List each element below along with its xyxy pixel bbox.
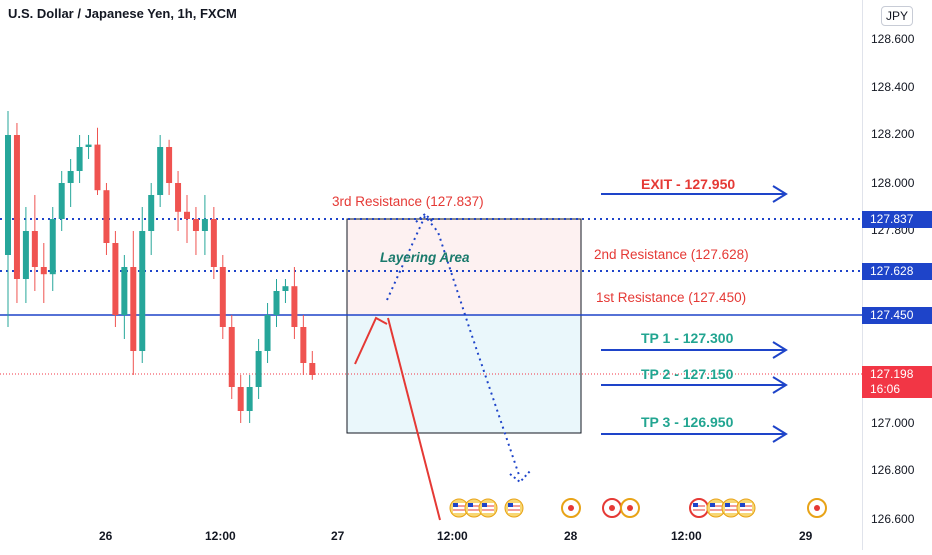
candle-body	[85, 144, 92, 147]
candle-body	[273, 291, 280, 315]
candle-body	[103, 190, 110, 243]
time-tick: 27	[331, 529, 345, 543]
time-tick: 28	[564, 529, 578, 543]
candle-body	[219, 267, 226, 327]
candle-body	[49, 219, 56, 275]
candle-body	[94, 144, 101, 191]
candle-body	[130, 267, 137, 351]
candle-body	[228, 327, 235, 387]
candle-body	[246, 387, 253, 411]
time-tick: 12:00	[671, 529, 702, 543]
candle-body	[264, 315, 271, 351]
projection-arrowhead	[509, 469, 532, 484]
candle-body	[237, 387, 244, 411]
resistance-zone	[346, 218, 582, 316]
first-resistance-label: 1st Resistance (127.450)	[596, 290, 747, 305]
jp-flag-event-icon[interactable]	[620, 498, 640, 518]
tp2-label: TP 2 - 127.150	[641, 366, 734, 382]
us-flag-event-icon[interactable]	[449, 498, 469, 518]
candle-body	[67, 171, 74, 183]
chart-title: U.S. Dollar / Japanese Yen, 1h, FXCM	[8, 6, 237, 21]
current-price-value: 127.198	[870, 367, 914, 381]
candle-body	[192, 219, 199, 231]
r3-price-tag: 127.837	[862, 211, 932, 228]
projection-path	[386, 214, 521, 479]
entry-arrow	[354, 316, 388, 365]
r1-price-tag: 127.450	[862, 307, 932, 324]
tp2-arrow	[601, 376, 788, 394]
us-flag-event-icon[interactable]	[504, 498, 524, 518]
us-flag-event-icon[interactable]	[736, 498, 756, 518]
price-tick: 128.000	[871, 176, 915, 190]
price-tick: 128.600	[871, 32, 915, 46]
tp1-arrow	[601, 341, 788, 359]
exit-label: EXIT - 127.950	[641, 176, 736, 192]
candle-body	[112, 243, 119, 315]
candle-body	[148, 195, 155, 231]
current-price-tag: 127.198 16:06	[862, 366, 932, 398]
layering-area-label: Layering Area	[380, 250, 470, 265]
candle-body	[201, 219, 208, 231]
jp-flag-event-icon[interactable]	[561, 498, 581, 518]
candle-body	[255, 351, 262, 387]
jp-flag-event-icon[interactable]	[602, 498, 622, 518]
candle-body	[139, 231, 146, 351]
third-resistance-label: 3rd Resistance (127.837)	[332, 194, 484, 209]
jp-flag-event-icon[interactable]	[807, 498, 827, 518]
candle-body	[76, 147, 83, 171]
time-tick: 29	[799, 529, 813, 543]
candle-body	[121, 267, 128, 315]
us-flag-event-icon[interactable]	[464, 498, 484, 518]
candle-body	[166, 147, 173, 183]
candle-body	[300, 327, 307, 363]
tp1-label: TP 1 - 127.300	[641, 330, 734, 346]
candle-body	[40, 267, 47, 275]
currency-button[interactable]: JPY	[881, 6, 913, 26]
target-zone	[346, 314, 582, 434]
candle-body	[157, 147, 164, 195]
r2-price-tag: 127.628	[862, 263, 932, 280]
time-tick: 12:00	[437, 529, 468, 543]
candle-body	[184, 211, 190, 219]
candle-body	[31, 231, 38, 267]
candle-body	[282, 286, 289, 291]
time-tick: 26	[99, 529, 113, 543]
price-tick: 128.400	[871, 80, 915, 94]
candles-group	[5, 111, 316, 423]
exit-arrow	[601, 185, 788, 203]
candle-body	[22, 231, 29, 279]
price-tick: 128.200	[871, 127, 915, 141]
candle-body	[291, 286, 298, 327]
second-resistance-label: 2nd Resistance (127.628)	[594, 247, 749, 262]
price-tick: 127.000	[871, 416, 915, 430]
us-flag-event-icon[interactable]	[689, 498, 709, 518]
price-tick: 126.600	[871, 512, 915, 526]
entry-arrow-line	[387, 317, 441, 521]
candle-body	[58, 183, 65, 219]
price-tick: 126.800	[871, 463, 915, 477]
us-flag-event-icon[interactable]	[478, 498, 498, 518]
candle-body	[309, 363, 316, 375]
tp3-label: TP 3 - 126.950	[641, 414, 734, 430]
candle-body	[13, 135, 20, 279]
time-tick: 12:00	[205, 529, 236, 543]
candle-body	[175, 183, 182, 212]
candle-body	[5, 135, 11, 255]
tp3-arrow	[601, 425, 788, 443]
candle-body	[210, 219, 217, 267]
candle-countdown: 16:06	[870, 382, 901, 396]
